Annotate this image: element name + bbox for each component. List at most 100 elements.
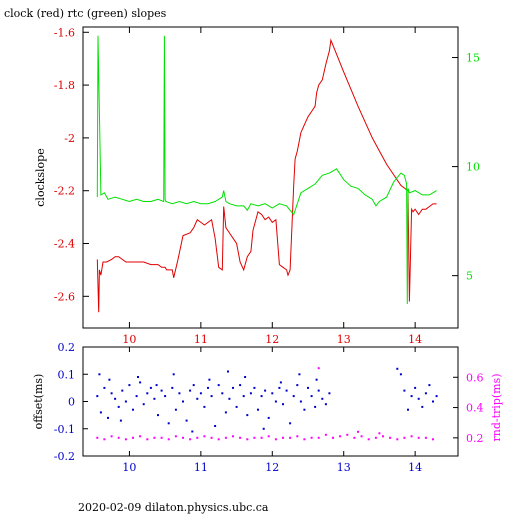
point-offset — [108, 378, 111, 381]
point-offset — [278, 386, 281, 389]
point-offset — [264, 389, 267, 392]
point-offset — [417, 397, 420, 400]
point-offset — [232, 386, 234, 389]
footer-text: 2020-02-09 dilaton.physics.ubc.ca — [78, 501, 269, 514]
point-offset — [289, 422, 292, 425]
point-rnd-trip — [146, 438, 149, 441]
point-offset — [274, 400, 277, 403]
series-line-clock — [96, 38, 437, 313]
point-offset — [185, 419, 188, 422]
bottom-y-tick-label: -0.2 — [54, 450, 75, 463]
point-rnd-trip — [239, 436, 242, 439]
top-x-tick-label: 13 — [337, 333, 351, 346]
point-rnd-trip — [260, 436, 263, 439]
top-y-tick-label: -1.8 — [54, 79, 75, 92]
point-offset — [260, 395, 263, 398]
bottom-x-tick-label: 14 — [408, 461, 422, 474]
point-offset — [249, 392, 252, 395]
point-rnd-trip — [339, 435, 342, 438]
point-offset — [103, 386, 106, 389]
top-x-tick-label: 12 — [265, 333, 279, 346]
point-offset — [224, 411, 227, 414]
point-rnd-trip — [182, 436, 184, 439]
point-offset — [196, 397, 199, 400]
point-offset — [214, 425, 217, 427]
point-offset — [160, 389, 163, 392]
top-y2-tick-label: 15 — [466, 52, 480, 65]
point-offset — [432, 400, 434, 403]
point-rnd-trip — [410, 435, 413, 438]
top-y-tick-label: -2.2 — [54, 185, 75, 198]
point-offset — [321, 397, 324, 400]
point-offset — [203, 405, 206, 408]
point-offset — [149, 386, 152, 389]
top-y-tick-label: -2.4 — [54, 238, 75, 251]
bottom-y-tick-label: 0.1 — [58, 368, 76, 381]
point-rnd-trip — [110, 435, 113, 438]
point-rnd-trip — [346, 433, 349, 436]
point-rnd-trip — [224, 436, 227, 439]
point-offset — [244, 376, 247, 378]
top-y2-tick-label: 5 — [466, 270, 473, 283]
point-rnd-trip — [432, 438, 434, 441]
point-offset — [171, 386, 174, 389]
bottom-y2-tick-label: 0.2 — [466, 432, 484, 445]
point-offset — [298, 373, 301, 376]
bottom-y-tick-label: 0 — [68, 396, 75, 409]
point-rnd-trip — [282, 436, 284, 439]
point-rnd-trip — [153, 436, 156, 439]
point-rnd-trip — [357, 430, 359, 433]
point-offset — [396, 367, 399, 370]
top-x-tick-label: 10 — [122, 333, 136, 346]
point-rnd-trip — [232, 435, 234, 438]
point-offset — [292, 395, 295, 398]
point-rnd-trip — [274, 438, 277, 441]
point-offset — [253, 386, 256, 389]
top-y-axis-label: clockslope — [34, 148, 47, 206]
point-rnd-trip — [217, 438, 220, 441]
point-offset — [153, 397, 156, 400]
point-rnd-trip — [139, 435, 142, 438]
point-offset — [172, 373, 175, 376]
point-offset — [271, 392, 274, 395]
point-offset — [157, 414, 159, 417]
point-offset — [399, 373, 402, 376]
point-offset — [139, 381, 142, 384]
point-offset — [221, 392, 224, 395]
point-rnd-trip — [189, 438, 192, 441]
bottom-y2-axis-label: rnd-trip(ms) — [490, 374, 503, 442]
point-offset — [208, 378, 211, 381]
point-rnd-trip — [396, 438, 399, 441]
point-rnd-trip — [424, 436, 427, 439]
point-offset — [424, 392, 427, 395]
point-offset — [114, 397, 117, 400]
point-offset — [167, 422, 170, 425]
point-rnd-trip — [210, 436, 213, 439]
point-rnd-trip — [417, 436, 420, 439]
top-y-tick-label: -1.6 — [54, 26, 75, 39]
point-offset — [121, 389, 124, 392]
series-line-rtc — [96, 35, 437, 305]
point-offset — [328, 392, 331, 395]
point-offset — [285, 389, 288, 392]
point-offset — [279, 381, 282, 384]
point-rnd-trip — [360, 435, 363, 438]
point-offset — [199, 392, 202, 395]
point-offset — [324, 403, 327, 406]
point-rnd-trip — [310, 436, 313, 439]
point-offset — [414, 386, 417, 389]
point-offset — [235, 405, 238, 408]
point-offset — [314, 405, 317, 408]
point-offset — [315, 378, 318, 381]
point-offset — [310, 395, 313, 398]
point-offset — [242, 395, 245, 398]
point-rnd-trip — [296, 435, 299, 438]
point-rnd-trip — [374, 436, 377, 439]
point-offset — [142, 403, 145, 406]
point-rnd-trip — [317, 367, 320, 370]
point-offset — [189, 389, 192, 392]
top-y-tick-label: -2.6 — [54, 290, 75, 303]
point-offset — [178, 392, 181, 395]
chart-title: clock (red) rtc (green) slopes — [4, 7, 167, 20]
point-rnd-trip — [389, 436, 392, 439]
